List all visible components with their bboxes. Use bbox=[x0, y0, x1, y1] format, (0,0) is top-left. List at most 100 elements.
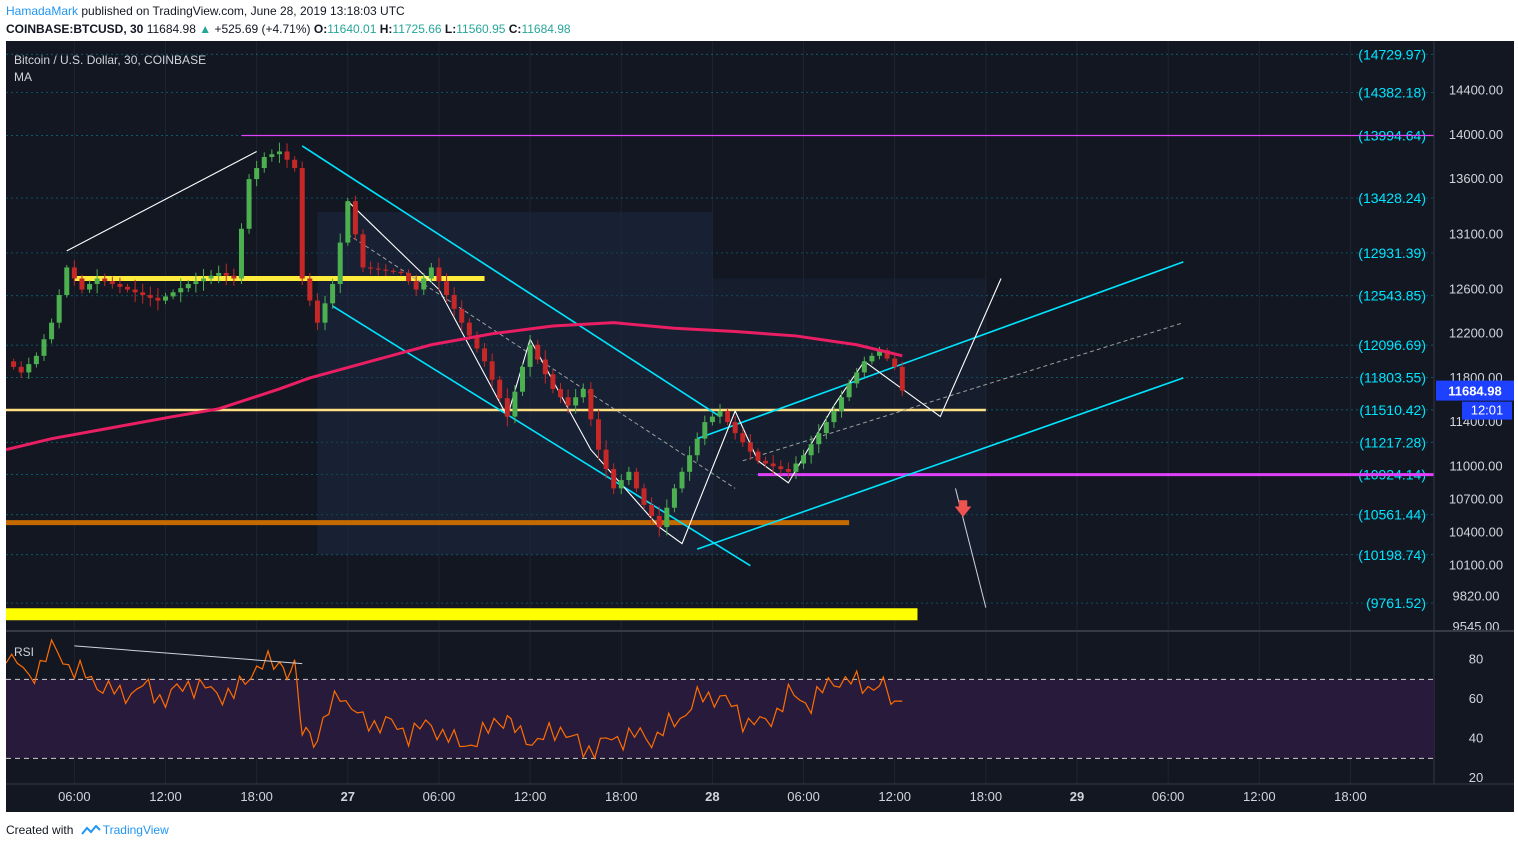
candle-body bbox=[117, 284, 123, 287]
level-label: (10561.44) bbox=[1358, 507, 1426, 523]
candle-body bbox=[588, 388, 594, 420]
tradingview-logo-icon bbox=[80, 825, 101, 835]
tradingview-link[interactable]: TradingView bbox=[102, 823, 169, 837]
open-value: 11640.01 bbox=[327, 22, 377, 36]
candle-body bbox=[580, 388, 586, 398]
candle-body bbox=[816, 433, 822, 445]
candle-body bbox=[482, 348, 488, 362]
y-tick-label: 10400.00 bbox=[1449, 525, 1503, 540]
x-tick-label: 12:00 bbox=[149, 789, 182, 804]
y-tick-label: 12600.00 bbox=[1449, 282, 1503, 297]
candle-body bbox=[56, 295, 62, 323]
low-value: 11560.95 bbox=[456, 22, 506, 36]
candle-body bbox=[352, 201, 358, 235]
candle-body bbox=[398, 271, 404, 273]
candle-body bbox=[869, 355, 875, 362]
candle-body bbox=[375, 268, 381, 270]
candle-body bbox=[314, 300, 320, 323]
level-label: (14729.97) bbox=[1358, 46, 1426, 62]
candle-body bbox=[451, 295, 457, 309]
candle-body bbox=[595, 419, 601, 450]
x-tick-label: 18:00 bbox=[240, 789, 273, 804]
y-tick-label: 13600.00 bbox=[1449, 171, 1503, 186]
candle-body bbox=[337, 242, 343, 285]
candle-body bbox=[383, 269, 389, 271]
candle-body bbox=[725, 411, 731, 423]
candle-body bbox=[94, 278, 100, 285]
candle-body bbox=[641, 488, 647, 505]
candle-body bbox=[542, 359, 548, 375]
author-link[interactable]: HamadaMark bbox=[6, 4, 79, 18]
candle-body bbox=[512, 391, 518, 417]
x-tick-label: 12:00 bbox=[878, 789, 911, 804]
target-arrow bbox=[954, 488, 987, 608]
change-value: +525.69 (+4.71%) bbox=[214, 22, 311, 36]
rsi-tick-label: 20 bbox=[1469, 770, 1483, 785]
candle-body bbox=[284, 151, 290, 160]
chart-legend-title: Bitcoin / U.S. Dollar, 30, COINBASE bbox=[14, 53, 207, 67]
candle-body bbox=[193, 281, 199, 285]
candle-body bbox=[26, 364, 32, 373]
candle-body bbox=[899, 366, 905, 391]
candle-body bbox=[778, 466, 784, 470]
candle-body bbox=[702, 422, 708, 439]
y-tick-label: 14400.00 bbox=[1449, 83, 1503, 98]
symbol-label: COINBASE:BTCUSD, 30 bbox=[6, 22, 144, 36]
y-tick-label: 13100.00 bbox=[1449, 226, 1503, 241]
candle-body bbox=[345, 201, 351, 243]
rsi-divergence-line bbox=[74, 645, 303, 665]
candle-body bbox=[147, 295, 153, 298]
candle-body bbox=[687, 455, 693, 472]
down-arrow-icon: 🡇 bbox=[954, 499, 973, 519]
candle-body bbox=[732, 422, 738, 434]
candle-body bbox=[87, 284, 93, 290]
candle-body bbox=[413, 281, 419, 290]
candle-body bbox=[557, 388, 563, 398]
x-tick-label: 06:00 bbox=[1152, 789, 1185, 804]
level-label: (12096.69) bbox=[1358, 337, 1426, 353]
candle-body bbox=[709, 416, 715, 423]
candle-body bbox=[489, 361, 495, 380]
x-tick-label: 18:00 bbox=[1334, 789, 1367, 804]
candle-body bbox=[877, 350, 883, 356]
channel-line bbox=[301, 145, 721, 418]
y-tick-label: 12200.00 bbox=[1449, 326, 1503, 341]
candle-body bbox=[497, 379, 503, 399]
rsi-tick-label: 60 bbox=[1469, 691, 1483, 706]
candle-body bbox=[664, 507, 670, 528]
candle-body bbox=[504, 398, 510, 417]
candle-body bbox=[831, 411, 837, 423]
last-price-tag bbox=[1436, 380, 1514, 401]
candle-body bbox=[330, 284, 336, 304]
candle-body bbox=[18, 366, 24, 373]
candle-body bbox=[808, 444, 814, 456]
rsi-line bbox=[6, 638, 903, 760]
candle-body bbox=[41, 339, 47, 356]
publish-info: published on TradingView.com, June 28, 2… bbox=[81, 4, 405, 18]
candle-body bbox=[216, 272, 222, 276]
candle-body bbox=[208, 275, 214, 279]
x-tick-label: 12:00 bbox=[1243, 789, 1276, 804]
level-label: (12543.85) bbox=[1358, 288, 1426, 304]
candle-body bbox=[763, 460, 769, 464]
candle-body bbox=[254, 168, 260, 180]
close-value: 11684.98 bbox=[521, 22, 571, 36]
candle-body bbox=[740, 433, 746, 443]
y-tick-label: 11000.00 bbox=[1449, 458, 1502, 473]
countdown-tag bbox=[1462, 401, 1512, 420]
rsi-tick-label: 40 bbox=[1469, 731, 1483, 746]
candle-body bbox=[656, 515, 662, 528]
price-chart[interactable]: (14729.97)(14382.18)(13994.64)(13428.24)… bbox=[6, 41, 1514, 812]
candle-body bbox=[155, 297, 161, 301]
ma-legend-label: MA bbox=[14, 70, 32, 84]
candle-body bbox=[238, 228, 244, 279]
candle-body bbox=[527, 344, 533, 367]
x-tick-label: 06:00 bbox=[787, 789, 820, 804]
rsi-tick-label: 80 bbox=[1469, 652, 1483, 667]
candle-body bbox=[611, 469, 617, 489]
candle-body bbox=[755, 451, 761, 461]
last-price-value: 11684.98 bbox=[146, 22, 196, 36]
level-label: (11510.42) bbox=[1359, 402, 1426, 418]
x-tick-label: 06:00 bbox=[423, 789, 456, 804]
rsi-legend-label: RSI bbox=[14, 645, 35, 659]
